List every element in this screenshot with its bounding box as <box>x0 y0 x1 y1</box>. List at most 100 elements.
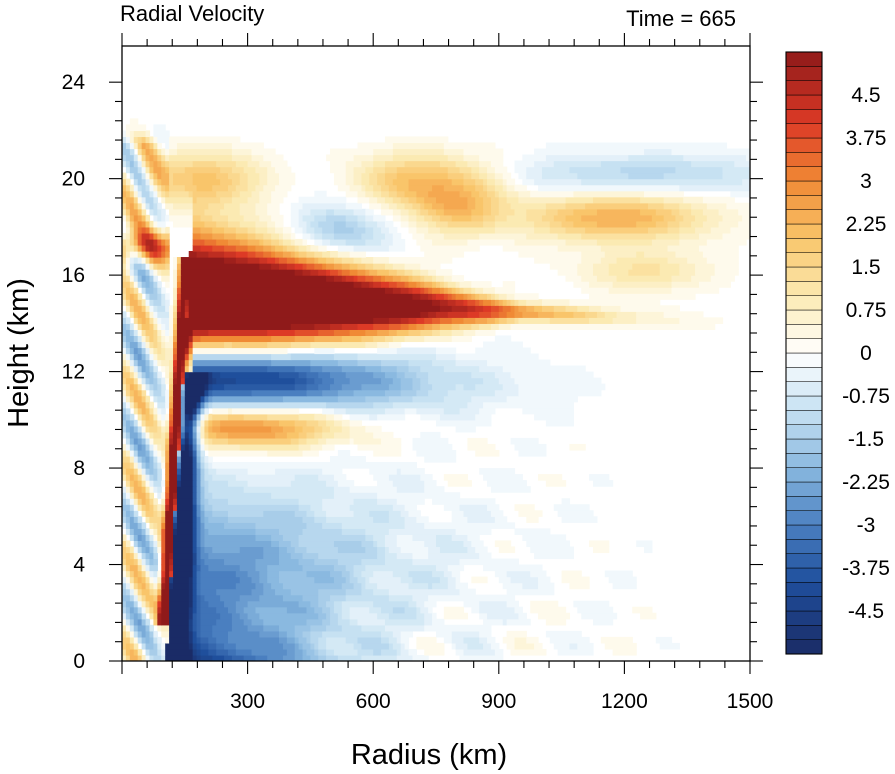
field-cell <box>188 341 194 349</box>
field-cell <box>451 178 465 186</box>
field-cell <box>129 516 135 523</box>
field-cell <box>176 456 182 463</box>
colorbar-bin <box>785 152 823 167</box>
field-cell <box>365 395 390 403</box>
field-cell <box>345 275 355 282</box>
field-cell <box>145 437 151 445</box>
field-cell <box>173 413 182 421</box>
field-cell <box>510 305 516 312</box>
field-cell <box>129 431 139 439</box>
field-cell <box>279 263 288 270</box>
field-cell <box>443 636 453 644</box>
field-cell <box>200 522 206 529</box>
field-cell <box>644 546 653 554</box>
field-cell <box>192 474 198 481</box>
field-cell <box>173 305 178 312</box>
field-cell <box>157 184 162 192</box>
field-cell <box>141 606 147 614</box>
field-cell <box>247 480 292 487</box>
field-cell <box>161 642 166 650</box>
field-cell <box>192 468 198 475</box>
field-cell <box>286 648 296 656</box>
field-cell <box>294 238 304 246</box>
field-cell <box>149 401 155 409</box>
field-cell <box>169 425 174 433</box>
field-cell <box>133 160 139 168</box>
field-cell <box>384 136 449 144</box>
field-cell <box>392 275 402 282</box>
field-cell <box>577 642 594 650</box>
field-cell <box>200 636 209 644</box>
field-cell <box>137 389 143 397</box>
field-cell <box>487 317 496 324</box>
field-cell <box>259 570 268 578</box>
field-cell <box>227 431 276 439</box>
field-cell <box>302 269 311 276</box>
field-cell <box>494 317 500 324</box>
field-cell <box>165 299 170 306</box>
field-cell <box>447 299 457 306</box>
field-cell <box>169 498 174 505</box>
field-cell <box>129 293 135 300</box>
field-cell <box>196 534 202 542</box>
field-cell <box>169 172 174 180</box>
field-cell <box>145 293 151 300</box>
field-cell <box>137 492 147 499</box>
field-cell <box>271 196 284 204</box>
field-cell <box>200 558 206 566</box>
field-cell <box>373 335 386 343</box>
field-cell <box>459 504 488 511</box>
field-cell <box>439 546 469 554</box>
field-cell <box>153 281 158 288</box>
field-cell <box>173 558 194 566</box>
field-cell <box>518 612 527 620</box>
field-cell <box>137 347 143 355</box>
field-cell <box>565 202 586 210</box>
field-cell <box>483 287 496 294</box>
field-cell <box>333 377 351 385</box>
field-cell <box>577 305 590 312</box>
field-cell <box>388 636 398 644</box>
field-cell <box>184 437 190 445</box>
field-cell <box>279 636 288 644</box>
field-cell <box>149 202 155 210</box>
field-cell <box>208 486 245 493</box>
field-cell <box>149 208 155 216</box>
field-cell <box>384 172 398 180</box>
field-cell <box>247 251 257 258</box>
field-cell <box>447 166 461 174</box>
field-cell <box>125 214 131 222</box>
field-cell <box>604 642 637 650</box>
field-cell <box>502 244 559 252</box>
field-cell <box>412 377 421 385</box>
field-cell <box>671 148 750 156</box>
field-cell <box>463 154 480 162</box>
field-cell <box>149 468 155 475</box>
field-cell <box>145 329 154 337</box>
field-cell <box>129 624 135 632</box>
colorbar-bin <box>785 453 823 468</box>
field-cell <box>518 196 567 204</box>
field-cell <box>180 305 186 312</box>
field-cell <box>483 184 488 192</box>
field-cell <box>173 540 194 548</box>
field-cell <box>173 359 178 367</box>
field-cell <box>349 618 359 626</box>
field-cell <box>153 148 158 156</box>
field-cell <box>526 540 571 548</box>
field-cell <box>381 184 390 192</box>
field-cell <box>553 642 571 650</box>
field-cell <box>439 317 453 324</box>
field-cell <box>180 456 194 463</box>
field-cell <box>141 582 147 590</box>
field-cell <box>153 275 158 282</box>
field-cell <box>691 160 735 168</box>
field-cell <box>381 208 394 216</box>
field-cell <box>432 618 445 626</box>
field-cell <box>204 468 209 475</box>
field-cell <box>176 462 182 469</box>
field-cell <box>157 287 162 294</box>
field-cell <box>479 552 492 560</box>
field-cell <box>145 540 151 548</box>
field-cell <box>518 305 527 312</box>
